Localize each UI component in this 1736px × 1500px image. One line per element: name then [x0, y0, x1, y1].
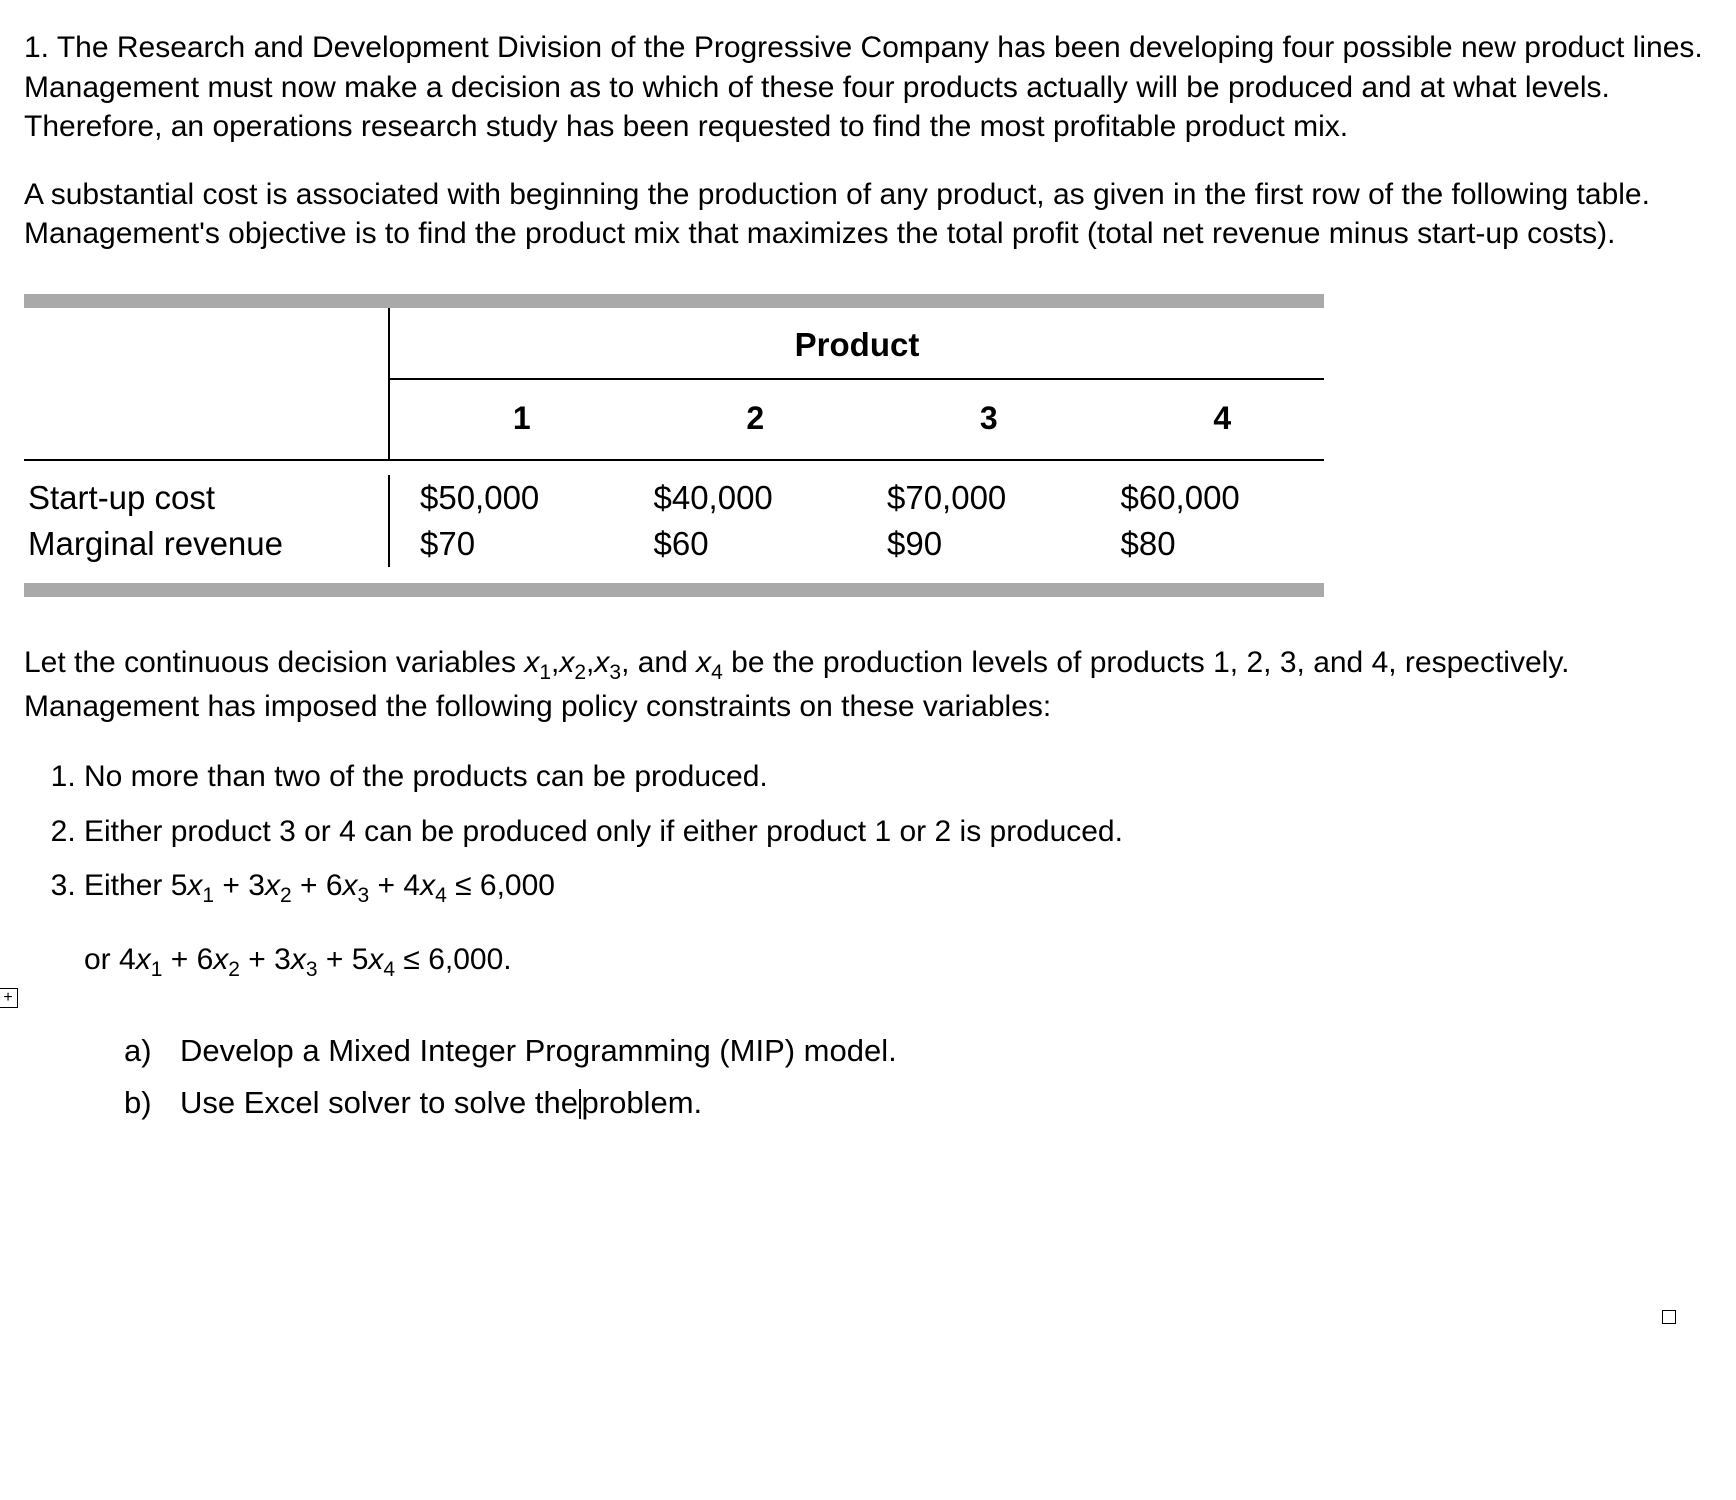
table-col-2: 2	[624, 380, 858, 459]
paragraph-1: 1. The Research and Development Division…	[24, 28, 1712, 147]
table-column-numbers: 1 2 3 4	[24, 380, 1324, 459]
text-cursor	[579, 1089, 581, 1119]
placeholder-square-icon	[1662, 1310, 1676, 1324]
subquestion-a: a) Develop a Mixed Integer Programming (…	[124, 1028, 1712, 1075]
table-col-3: 3	[857, 380, 1091, 459]
subquestions: a) Develop a Mixed Integer Programming (…	[24, 1028, 1712, 1127]
table-col-1: 1	[390, 380, 624, 459]
paragraph-2: A substantial cost is associated with be…	[24, 175, 1712, 254]
cell-startup-4: $60,000	[1091, 475, 1325, 521]
table-bottom-bar	[24, 583, 1324, 597]
row-label-marginal: Marginal revenue	[24, 521, 388, 567]
table-super-header-row: Product	[24, 308, 1324, 378]
product-table: Product 1 2 3 4 Start-up cost $50,000	[24, 294, 1324, 597]
subq-b-after: problem.	[582, 1085, 703, 1120]
cell-marginal-2: $60	[624, 521, 858, 567]
subquestion-b: b) Use Excel solver to solve theproblem.	[124, 1080, 1712, 1127]
table-row: Start-up cost $50,000 $40,000 $70,000 $6…	[24, 475, 1324, 521]
cell-startup-1: $50,000	[390, 475, 624, 521]
cell-startup-3: $70,000	[857, 475, 1091, 521]
policy-or-line: or 4x1 + 6x2 + 3x3 + 5x4 ≤ 6,000.	[84, 943, 1712, 982]
cell-marginal-1: $70	[390, 521, 624, 567]
policy-item-1: No more than two of the products can be …	[84, 754, 1712, 801]
table-row: Marginal revenue $70 $60 $90 $80	[24, 521, 1324, 567]
subq-a-label: a)	[124, 1028, 180, 1075]
subq-b-label: b)	[124, 1080, 180, 1127]
table-col-4: 4	[1091, 380, 1325, 459]
expand-icon[interactable]: +	[0, 988, 18, 1008]
policy-constraints-list: No more than two of the products can be …	[24, 754, 1712, 913]
table-top-bar	[24, 294, 1324, 308]
cell-marginal-3: $90	[857, 521, 1091, 567]
subq-b-before: Use Excel solver to solve the	[180, 1085, 578, 1120]
row-label-startup: Start-up cost	[24, 475, 388, 521]
subq-a-text: Develop a Mixed Integer Programming (MIP…	[180, 1028, 897, 1075]
policy-item-3: Either 5x1 + 3x2 + 6x3 + 4x4 ≤ 6,000	[84, 863, 1712, 913]
table-super-header: Product	[388, 308, 1324, 378]
page: 1. The Research and Development Division…	[0, 0, 1736, 1173]
p3-prefix: Let the continuous decision variables	[24, 646, 524, 679]
table-data-block: Start-up cost $50,000 $40,000 $70,000 $6…	[24, 461, 1324, 583]
cell-marginal-4: $80	[1091, 521, 1325, 567]
table-header-empty	[24, 308, 388, 378]
policy-item-2: Either product 3 or 4 can be produced on…	[84, 809, 1712, 856]
paragraph-3: Let the continuous decision variables x1…	[24, 643, 1712, 726]
subq-b-text: Use Excel solver to solve theproblem.	[180, 1080, 702, 1127]
cell-startup-2: $40,000	[624, 475, 858, 521]
